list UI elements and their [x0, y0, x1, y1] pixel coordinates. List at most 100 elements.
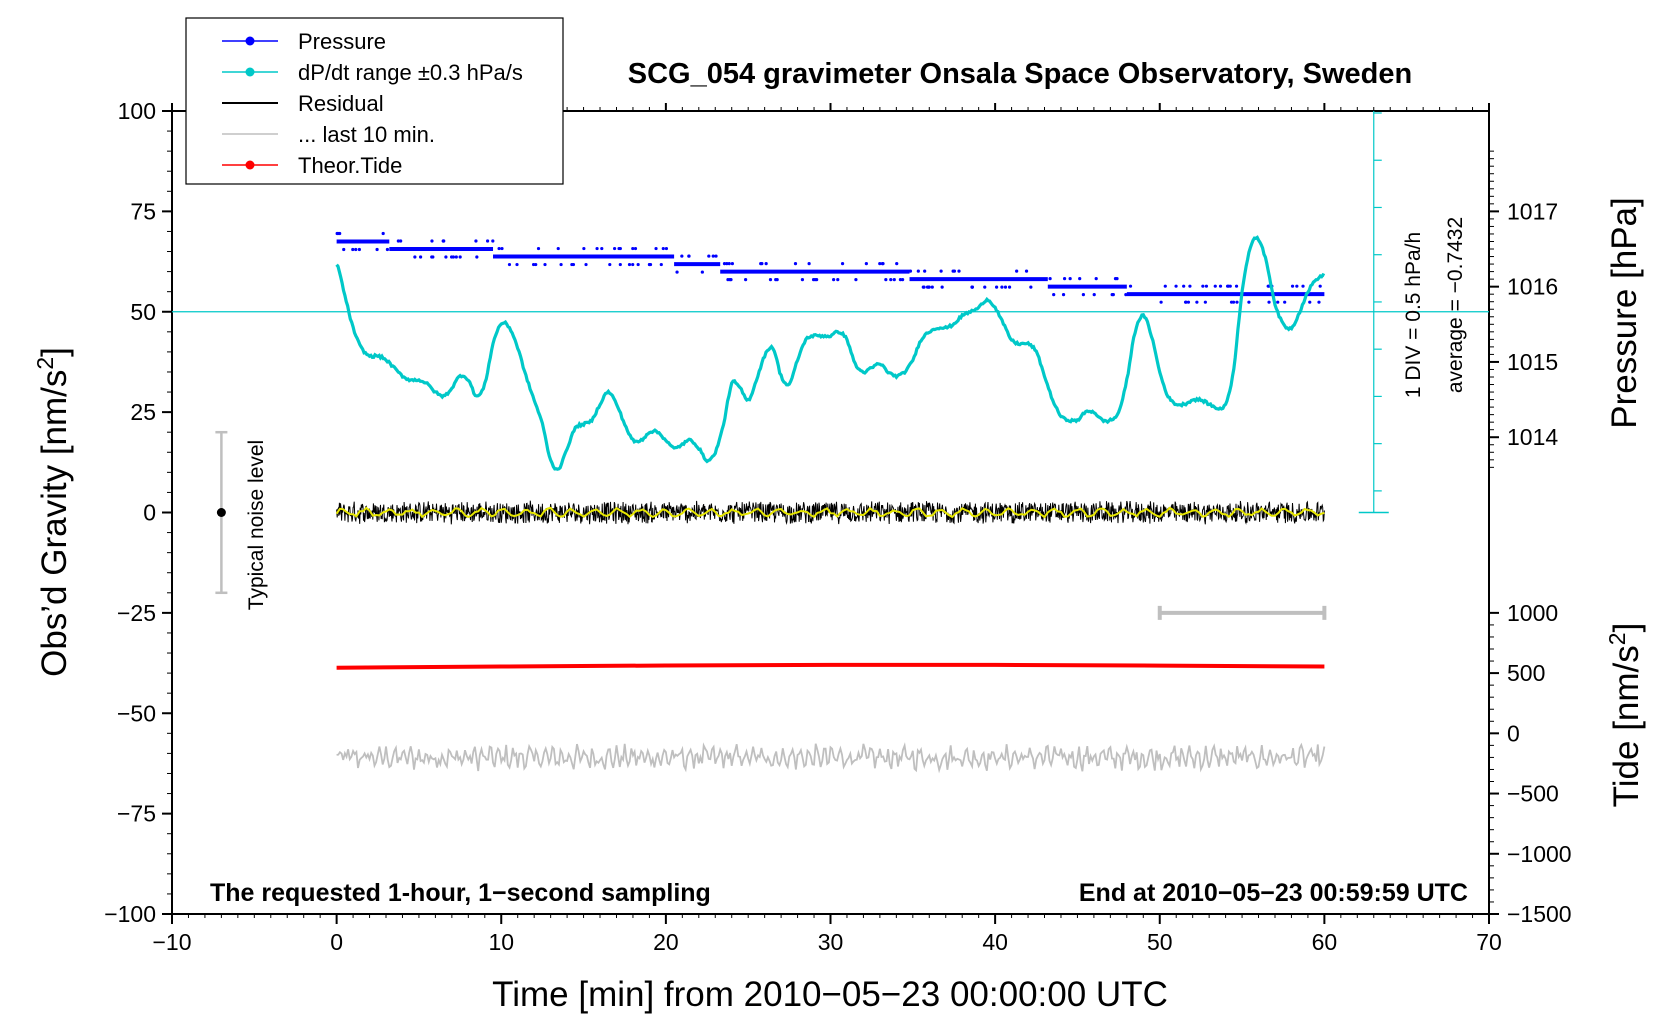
x-tick-label: 40 — [982, 929, 1008, 955]
pressure-sample-dot — [916, 269, 920, 273]
pressure-sample-dot — [559, 262, 563, 267]
legend-swatch-dot — [245, 36, 255, 46]
pressure-sample-dot — [744, 278, 748, 282]
pressure-sample-dot — [939, 269, 943, 273]
pressure-sample-dot — [923, 269, 927, 273]
pressure-tick-label: 1017 — [1507, 198, 1558, 224]
pressure-sample-dot — [1195, 300, 1199, 304]
pressure-sample-dot — [600, 246, 604, 251]
pressure-sample-dot — [618, 262, 622, 267]
pressure-sample-dot — [507, 262, 512, 267]
pressure-tick-label: 1014 — [1507, 424, 1558, 450]
pressure-sample-dot — [951, 269, 955, 273]
pressure-sample-dot — [1235, 300, 1239, 304]
pressure-sample-dot — [1301, 284, 1305, 288]
pressure-sample-dot — [1188, 284, 1192, 288]
y-tick-label: −50 — [117, 700, 156, 726]
pressure-sample-dot — [1290, 284, 1295, 288]
pressure-sample-dot — [413, 255, 417, 259]
tide-axis-label-sup: 2 — [1604, 632, 1630, 645]
pressure-sample-dot — [895, 262, 899, 266]
pressure-sample-dot — [1295, 284, 1299, 288]
pressure-sample-dot — [793, 262, 798, 266]
pressure-sample-dot — [582, 246, 586, 251]
pressure-sample-dot — [957, 269, 961, 273]
pressure-sample-dot — [864, 262, 868, 266]
y-tick-label: −75 — [117, 801, 156, 827]
dpdt-line — [335, 235, 1326, 471]
pressure-sample-dot — [922, 285, 926, 289]
y-tick-label: 25 — [130, 399, 156, 425]
sampling-note: The requested 1-hour, 1−second sampling — [210, 879, 711, 907]
pressure-sample-dot — [983, 285, 987, 289]
pressure-sample-dot — [500, 246, 504, 251]
pressure-sample-dot — [908, 269, 913, 273]
pressure-sample-dot — [730, 262, 734, 266]
pressure-sample-dot — [1110, 293, 1114, 297]
pressure-sample-dot — [1124, 293, 1128, 297]
pressure-sample-dot — [636, 262, 640, 267]
pressure-sample-dot — [1276, 300, 1280, 304]
pressure-sample-dot — [1062, 277, 1067, 281]
pressure-sample-dot — [711, 254, 715, 258]
pressure-sample-dot — [815, 278, 819, 282]
dpdt-average-note: average = −0.7432 — [1444, 217, 1467, 393]
pressure-sample-dot — [1048, 277, 1052, 281]
x-axis: −10 0 10 20 30 40 50 60 70 — [152, 103, 1502, 955]
pressure-sample-dot — [675, 270, 679, 274]
pressure-sample-dot — [1024, 269, 1029, 273]
tide-tick-label: 1000 — [1507, 600, 1558, 626]
y-tick-label: 75 — [130, 198, 156, 224]
pressure-sample-dot — [1184, 300, 1188, 304]
pressure-sample-dot — [627, 262, 632, 267]
pressure-sample-dot — [1068, 277, 1072, 281]
x-tick-label: 70 — [1476, 929, 1502, 955]
pressure-sample-dot — [725, 262, 729, 266]
pressure-sample-dot — [485, 239, 490, 243]
pressure-sample-dot — [584, 262, 588, 267]
pressure-sample-dot — [664, 246, 669, 251]
pressure-sample-dot — [491, 239, 495, 243]
pressure-sample-dot — [722, 262, 727, 266]
pressure-sample-dot — [836, 278, 840, 282]
pressure-sample-dot — [1182, 284, 1186, 288]
y-tick-label: −100 — [104, 901, 156, 927]
legend-label: Theor.Tide — [298, 153, 402, 178]
pressure-sample-dot — [889, 278, 893, 282]
y-tick-label: 0 — [143, 500, 156, 526]
pressure-sample-dot — [878, 262, 882, 266]
pressure-sample-dot — [707, 254, 711, 258]
x-tick-label: 20 — [653, 929, 679, 955]
pressure-sample-dot — [1213, 284, 1217, 288]
dpdt-scale-note: 1 DIV = 0.5 hPa/h — [1402, 232, 1425, 398]
pressure-sample-dot — [714, 254, 718, 258]
pressure-sample-dot — [399, 239, 403, 243]
pressure-sample-dot — [474, 239, 478, 243]
y-tick-label: 100 — [118, 98, 156, 124]
chart-title: SCG_054 gravimeter Onsala Space Observat… — [628, 58, 1412, 90]
pressure-sample-dot — [854, 278, 858, 282]
pressure-axis-label: Pressure [hPa] — [1605, 197, 1644, 429]
pressure-sample-dot — [1174, 284, 1178, 288]
pressure-sample-dot — [764, 262, 768, 266]
pressure-sample-dot — [807, 262, 811, 266]
tide-tick-label: −1500 — [1507, 901, 1572, 927]
pressure-sample-dot — [1317, 300, 1321, 304]
legend: Pressure dP/dt range ±0.3 hPa/s Residual..… — [185, 17, 564, 185]
pressure-sample-dot — [1218, 284, 1223, 288]
pressure-sample-dot — [1163, 284, 1167, 288]
pressure-sample-dot — [1128, 284, 1133, 288]
pressure-sample-dot — [351, 247, 355, 252]
pressure-sample-dot — [631, 246, 635, 251]
pressure-sample-dot — [727, 262, 731, 266]
pressure-sample-dot — [1228, 284, 1232, 288]
pressure-sample-dot — [800, 278, 805, 282]
pressure-sample-dot — [454, 255, 458, 259]
pressure-sample-dot — [1003, 285, 1008, 289]
pressure-sample-dot — [1052, 293, 1056, 297]
x-tick-label: 60 — [1312, 929, 1338, 955]
pressure-sample-dot — [775, 278, 779, 282]
pressure-sample-dot — [631, 262, 635, 267]
noise-level-label: Typical noise level — [245, 440, 268, 610]
pressure-sample-dot — [385, 247, 390, 252]
